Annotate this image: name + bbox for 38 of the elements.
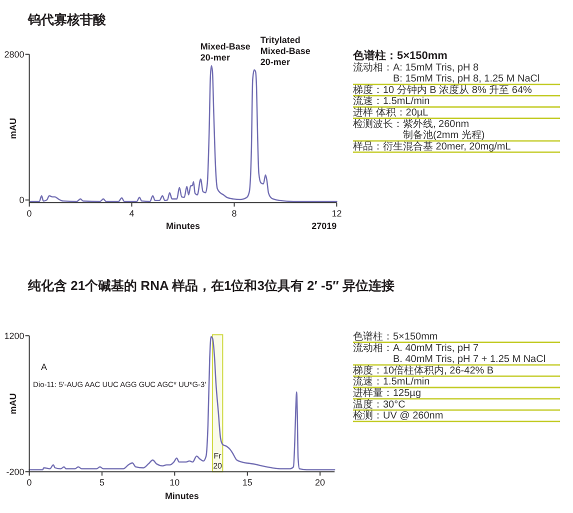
x-tick-label: 12 [332, 208, 342, 219]
text: 检测波长：紫外线, 260nm 制备池(2mm 光程) [353, 118, 485, 142]
y-tick-label: -200 [6, 466, 24, 477]
x-axis-title: Minutes [166, 221, 200, 231]
text: 样品：衍生混合基 20mer, 20mg/mL [353, 140, 512, 152]
y-tick-label: 1200 [4, 330, 24, 341]
annotation: Tritylated Mixed-Base 20-mer [260, 34, 310, 67]
text: 流动相：A. 40mM Tris, pH 7 B. 40mM Tris, pH 7 + 1.25 M NaCl [353, 342, 546, 366]
y-tick-label: 0 [19, 195, 24, 206]
text: 温度：30°C [353, 398, 406, 410]
text: 梯度：10倍柱体积内, 26-42% B [352, 364, 494, 376]
text: 梯度：10 分钟内 B 浓度从 8% 升至 64% [352, 84, 532, 96]
annotation: Mixed-Base 20-mer [200, 42, 250, 63]
x-tick-label: 8 [232, 208, 237, 219]
text: 进样 体积：20µL [353, 106, 429, 118]
chart-title: 钨代寡核苷酸 [27, 12, 107, 27]
text: 27019 [312, 221, 337, 231]
x-tick-label: 5 [99, 478, 104, 488]
x-tick-label: 10 [170, 478, 180, 488]
y-tick-label: 2800 [4, 50, 24, 60]
text: 流速：1.5mL/min [353, 376, 430, 388]
x-tick-label: 20 [315, 478, 326, 488]
chart-title: 纯化含 21个碱基的 RNA 样品，在1位和3位具有 2′ -5″ 异位连接 [27, 278, 394, 293]
text: 检测：UV @ 260nm [353, 410, 444, 422]
text: 流动相：A: 15mM Tris, pH 8 B: 15mM Tris, pH 8, 1.25 M NaCl [353, 61, 540, 85]
y-axis-title: mAU [8, 118, 18, 139]
x-tick-label: 4 [129, 208, 134, 219]
text: 色谱柱：5×150mm [353, 330, 438, 342]
x-axis-title: Minutes [164, 491, 199, 501]
text: 进样量：125µg [353, 387, 422, 399]
y-axis-title: mAU [8, 393, 18, 414]
text: 色谱柱：5×150mm [352, 49, 448, 62]
x-tick-label: 0 [26, 478, 32, 488]
text: 流速：1.5mL/min [353, 95, 430, 108]
band-label: Fr 20 [213, 452, 223, 471]
x-tick-label: 15 [242, 478, 252, 488]
x-tick-label: 0 [26, 208, 32, 219]
annotation: A [41, 362, 48, 372]
